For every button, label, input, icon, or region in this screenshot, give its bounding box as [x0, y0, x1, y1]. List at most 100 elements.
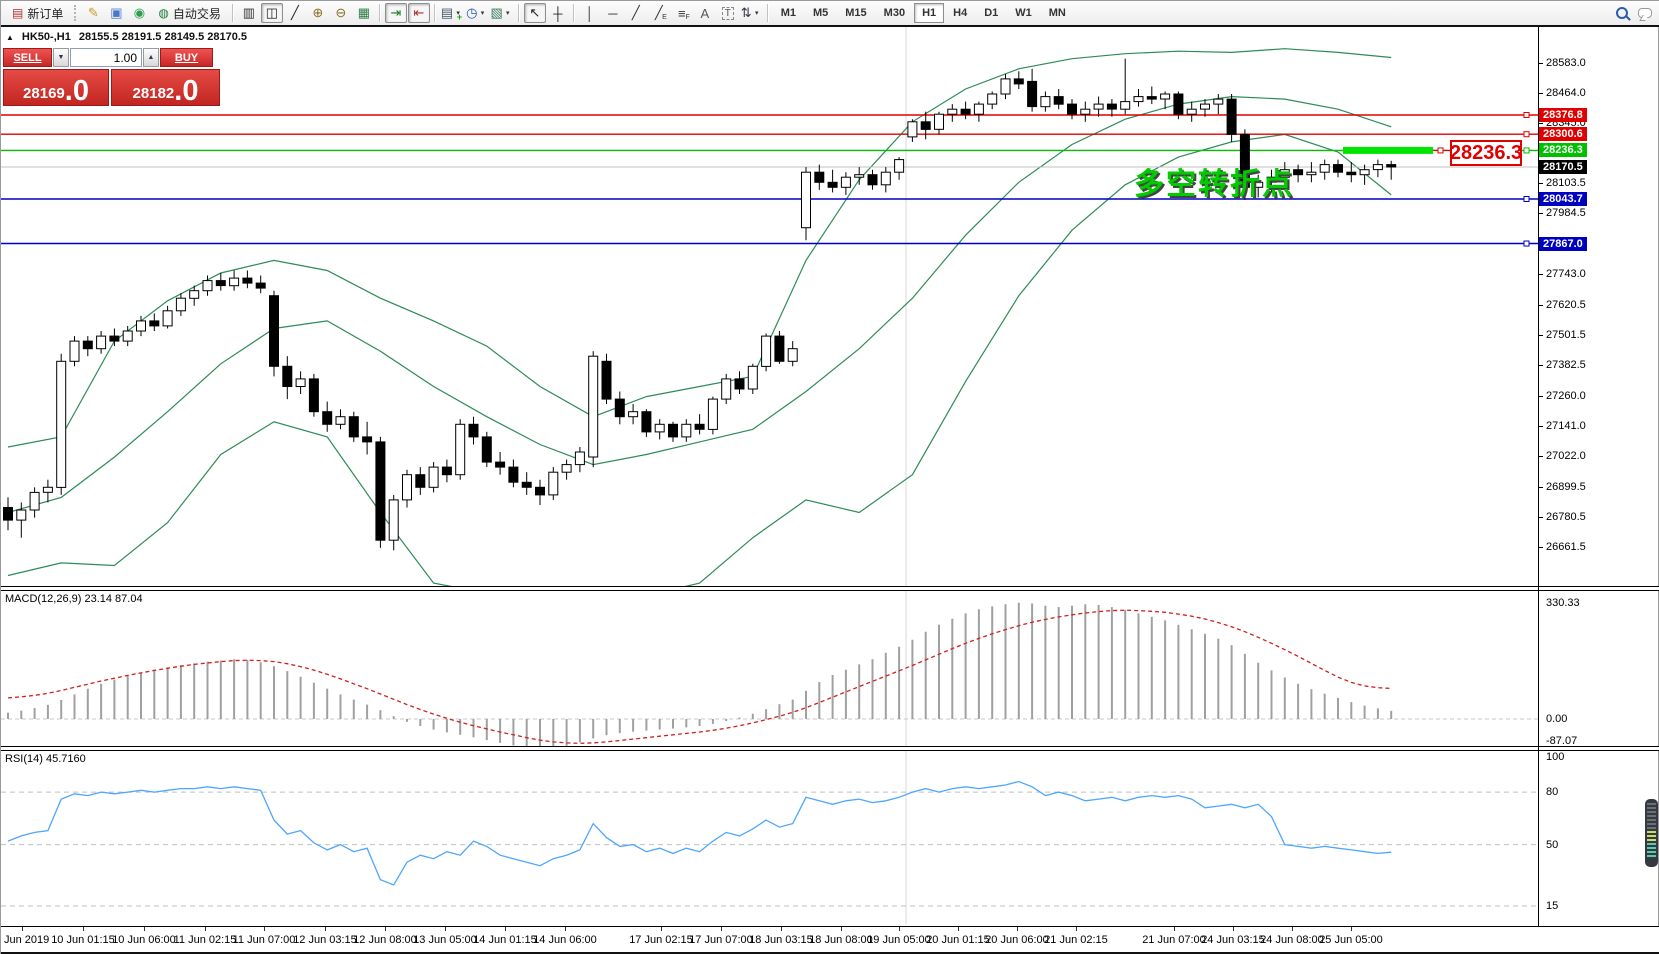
arrows-icon: ⇅: [740, 5, 752, 20]
fibonacci-icon: ≡: [678, 5, 686, 21]
timeframe-h4-button[interactable]: H4: [953, 7, 968, 19]
panel-separator-2[interactable]: [1, 746, 1659, 751]
icon-sub-letter: F: [685, 14, 690, 21]
time-tick: [661, 927, 662, 931]
panel-separator-1[interactable]: [1, 586, 1659, 591]
price-tag-label[interactable]: 28236.3: [1450, 140, 1522, 166]
macd-panel[interactable]: [1, 591, 1538, 746]
main-chart-canvas[interactable]: [1, 27, 1538, 586]
timeframe-h1-button[interactable]: H1: [914, 3, 945, 23]
rsi-panel[interactable]: [1, 751, 1538, 924]
sell-price-pips: .0: [64, 75, 89, 108]
time-tick: [565, 927, 566, 931]
toolbar-auto-trading-button[interactable]: ◍ 自动交易: [151, 3, 228, 23]
volume-decrease-button[interactable]: ▼: [53, 48, 69, 67]
time-tick: [721, 927, 722, 931]
timeframe-mn-button[interactable]: MN: [1048, 7, 1066, 19]
toolbar-tile-windows-icon[interactable]: ▦: [353, 3, 375, 23]
time-tick: [505, 927, 506, 931]
toolbar-candlestick-type-icon[interactable]: ◫: [260, 3, 283, 23]
collapse-icon[interactable]: ▲: [6, 32, 14, 42]
price-tick-label: 27382.5: [1538, 359, 1586, 372]
level-price-label: 28043.7: [1539, 191, 1587, 206]
time-tick: [1351, 927, 1352, 931]
toolbar-chat-icon[interactable]: [1634, 3, 1656, 23]
toolbar-period-icon[interactable]: ◷ ▾: [465, 3, 488, 23]
text-icon: A: [700, 5, 710, 21]
toolbar-cursor-icon[interactable]: ↖: [523, 3, 546, 23]
toolbar-horizontal-line-icon[interactable]: ─: [602, 3, 624, 23]
toolbar-text-icon[interactable]: A: [694, 3, 716, 23]
auto-scroll-icon: ⇥: [390, 5, 402, 20]
time-tick: [325, 927, 326, 931]
rsi-axis-label: 50: [1546, 838, 1559, 851]
toolbar-market-icon[interactable]: ▣: [105, 3, 127, 23]
toolbar-crosshair-icon[interactable]: ┼: [547, 3, 569, 23]
toolbar-bar-chart-type-icon[interactable]: ▥: [238, 3, 260, 23]
time-tick: [1292, 927, 1293, 931]
toolbar-zoom-out-icon[interactable]: ⊖: [330, 3, 352, 23]
icon-sub-letter: E: [662, 14, 667, 21]
time-tick: [1076, 927, 1077, 931]
buy-button[interactable]: BUY: [160, 48, 213, 67]
signals-icon: ◉: [133, 5, 146, 20]
sell-price-main: 28169: [23, 85, 65, 102]
toolbar-new-chart-icon[interactable]: ▤ + ▾: [440, 3, 464, 23]
timeframe-d1-button[interactable]: D1: [984, 7, 999, 19]
price-tick-label: 27743.0: [1538, 268, 1586, 281]
toolbar-signals-icon[interactable]: ◉: [128, 3, 150, 23]
price-axis-border: [1538, 27, 1539, 926]
toolbar-new-order-button[interactable]: ▤ 新订单: [5, 3, 70, 23]
volume-input[interactable]: [70, 48, 142, 67]
timeframe-w1-button[interactable]: W1: [1015, 7, 1032, 19]
level-price-label: 28236.3: [1539, 143, 1587, 158]
toolbar-equidistant-channel-icon[interactable]: ╱ E: [648, 3, 670, 23]
timeframe-m1-button[interactable]: M1: [780, 7, 796, 19]
sell-price-box[interactable]: 28169.0: [3, 69, 109, 106]
sell-button[interactable]: SELL: [3, 48, 52, 67]
toolbar-templates-icon[interactable]: ▧ ▾: [490, 3, 514, 23]
trendline-icon: ╱: [631, 5, 640, 20]
toolbar-auto-scroll-icon[interactable]: ⇥: [384, 3, 407, 23]
edge-widget-stripes-teal: [1647, 843, 1656, 859]
timeframe-m30-button[interactable]: M30: [883, 7, 906, 19]
toolbar: ▤ 新订单 ✎ ▣ ◉ ◍ 自动交易 ▥ ◫ ╱ ⊕ ⊖ ▦ ⇥ ⇤ ▤ + ▾ ◷ ▾ ▧ ▾ ↖ ┼ │ ─ ╱ ╱ E ≡ F A T ⇅ ▾…: [1, 1, 1659, 27]
new-order-icon: ▤: [12, 6, 24, 20]
time-label: 14 Jun 06:00: [533, 934, 597, 946]
price-tick-label: 27260.0: [1538, 390, 1586, 403]
toolbar-separator: [572, 4, 575, 22]
price-tick-label: 28464.0: [1538, 86, 1586, 99]
toolbar-grip: [74, 5, 78, 21]
toolbar-arrows-icon[interactable]: ⇅ ▾: [740, 3, 763, 23]
timeframe-m5-button[interactable]: M5: [812, 7, 829, 19]
time-tick: [22, 927, 23, 931]
timeframe-m15-button[interactable]: M15: [845, 7, 867, 19]
volume-increase-button[interactable]: ▲: [143, 48, 159, 67]
toolbar-line-chart-type-icon[interactable]: ╱: [284, 3, 306, 23]
price-tick-label: 27984.5: [1538, 207, 1586, 220]
time-label: 18 Jun 03:15: [749, 934, 813, 946]
toolbar-trendline-icon[interactable]: ╱: [625, 3, 647, 23]
toolbar-text-label-icon[interactable]: T: [717, 3, 739, 23]
toolbar-zoom-in-icon[interactable]: ⊕: [307, 3, 329, 23]
level-price-label: 27867.0: [1539, 236, 1587, 251]
dropdown-arrow-icon: ▾: [456, 10, 460, 17]
time-label: 7 Jun 2019: [1, 934, 50, 946]
toolbar-chart-shift-icon[interactable]: ⇤: [407, 3, 430, 23]
new-chart-icon: ▤: [440, 5, 454, 20]
toolbar-vertical-line-icon[interactable]: │: [579, 3, 601, 23]
time-label: 18 Jun 08:00: [809, 934, 873, 946]
time-label: 19 Jun 05:00: [867, 934, 931, 946]
toolbar-highlighter-icon[interactable]: ✎: [82, 3, 104, 23]
buy-price-box[interactable]: 28182.0: [111, 69, 220, 106]
price-tick-label: 28103.5: [1538, 177, 1586, 190]
toolbar-search-icon[interactable]: [1611, 3, 1633, 23]
current-price-label: 28170.5: [1539, 160, 1587, 175]
symbol-period: HK50-,H1: [21, 31, 71, 43]
turning-point-annotation[interactable]: 多空转折点: [1134, 168, 1294, 201]
time-label: 24 Jun 03:15: [1201, 934, 1265, 946]
edge-scrollbar-widget[interactable]: [1645, 799, 1658, 867]
toolbar-fibonacci-icon[interactable]: ≡ F: [671, 3, 693, 23]
price-tick-label: 28583.0: [1538, 56, 1586, 69]
